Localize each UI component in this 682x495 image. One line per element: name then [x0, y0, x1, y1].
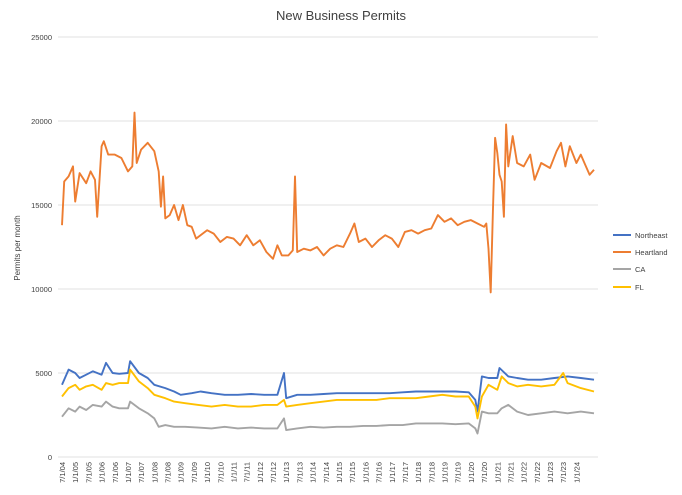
y-axis-ticks: 0 5000 10000 15000 20000 25000 — [31, 33, 52, 462]
x-tick-label: 7/1/11 — [243, 462, 252, 482]
x-tick-label: 1/1/10 — [203, 462, 212, 483]
y-tick-label: 0 — [48, 453, 52, 462]
x-tick-label: 7/1/12 — [269, 462, 278, 483]
legend: Northeast Heartland CA FL — [613, 231, 668, 292]
y-tick-label: 15000 — [31, 201, 52, 210]
x-tick-label: 1/1/09 — [177, 462, 186, 483]
x-tick-label: 1/1/07 — [124, 462, 133, 483]
x-tick-label: 7/1/04 — [58, 462, 67, 483]
legend-label: Heartland — [635, 248, 668, 257]
x-tick-label: 1/1/08 — [150, 462, 159, 483]
x-tick-label: 1/1/21 — [493, 462, 502, 483]
x-tick-label: 1/1/24 — [572, 462, 581, 483]
x-tick-label: 7/1/19 — [454, 462, 463, 483]
x-tick-label: 7/1/08 — [164, 462, 173, 483]
legend-item-northeast: Northeast — [613, 231, 668, 240]
x-tick-label: 1/1/12 — [256, 462, 265, 483]
gridlines — [58, 36, 598, 458]
x-tick-label: 7/1/18 — [427, 462, 436, 483]
series-lines — [61, 111, 595, 435]
legend-label: CA — [635, 265, 645, 274]
x-tick-label: 1/1/14 — [309, 462, 318, 483]
x-tick-label: 7/1/05 — [84, 462, 93, 483]
x-tick-label: 7/1/20 — [480, 462, 489, 483]
y-tick-label: 5000 — [35, 369, 52, 378]
series-line-northeast — [61, 360, 595, 413]
series-line-ca — [61, 400, 595, 435]
legend-label: FL — [635, 283, 644, 292]
x-tick-label: 1/1/22 — [520, 462, 529, 483]
x-tick-label: 7/1/09 — [190, 462, 199, 483]
series-line-fl — [61, 368, 595, 420]
x-tick-label: 1/1/20 — [467, 462, 476, 483]
x-tick-label: 1/1/18 — [414, 462, 423, 483]
x-tick-label: 7/1/21 — [506, 462, 515, 483]
x-tick-label: 1/1/11 — [229, 462, 238, 482]
x-tick-label: 1/1/16 — [361, 462, 370, 483]
legend-item-ca: CA — [613, 265, 645, 274]
x-tick-label: 7/1/15 — [348, 462, 357, 483]
y-tick-label: 20000 — [31, 117, 52, 126]
x-tick-label: 1/1/15 — [335, 462, 344, 483]
y-tick-label: 25000 — [31, 33, 52, 42]
x-tick-label: 7/1/16 — [375, 462, 384, 483]
series-line-heartland — [61, 111, 595, 294]
x-tick-label: 1/1/17 — [388, 462, 397, 483]
legend-label: Northeast — [635, 231, 668, 240]
x-tick-label: 1/1/19 — [441, 462, 450, 483]
chart-title: New Business Permits — [276, 8, 407, 23]
x-tick-label: 7/1/14 — [322, 462, 331, 483]
x-tick-label: 1/1/23 — [546, 462, 555, 483]
x-axis-ticks: 7/1/04 1/1/05 7/1/05 1/1/06 7/1/06 1/1/07 7/1/… — [58, 462, 581, 483]
x-tick-label: 7/1/10 — [216, 462, 225, 483]
x-tick-label: 7/1/06 — [111, 462, 120, 483]
x-tick-label: 1/1/06 — [98, 462, 107, 483]
x-tick-label: 7/1/17 — [401, 462, 410, 483]
x-tick-label: 7/1/23 — [559, 462, 568, 483]
y-tick-label: 10000 — [31, 285, 52, 294]
legend-item-heartland: Heartland — [613, 248, 668, 257]
x-tick-label: 7/1/07 — [137, 462, 146, 483]
y-axis-label: Permits per month — [13, 215, 22, 280]
legend-item-fl: FL — [613, 283, 644, 292]
x-tick-label: 1/1/05 — [71, 462, 80, 483]
x-tick-label: 7/1/22 — [533, 462, 542, 483]
x-tick-label: 7/1/13 — [295, 462, 304, 483]
x-tick-label: 1/1/13 — [282, 462, 291, 483]
